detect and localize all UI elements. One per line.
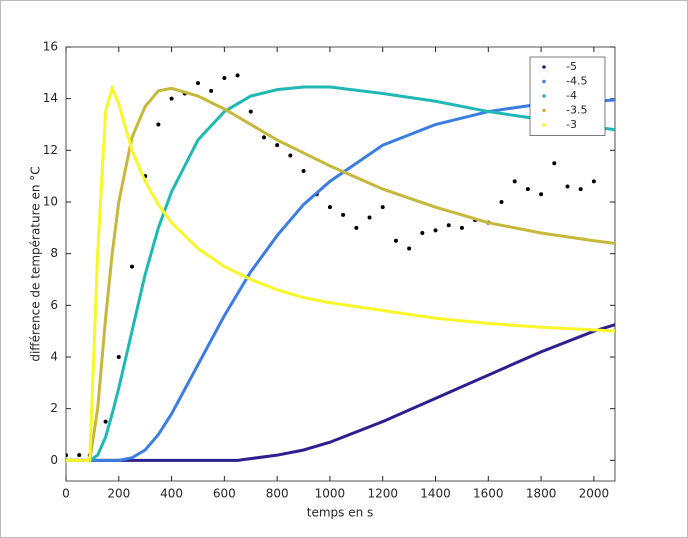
legend-label: -5 (566, 60, 577, 73)
data-point (169, 96, 174, 101)
legend-marker (542, 79, 546, 84)
legend: -5 -4.5-4 -3.5-3 (529, 56, 606, 136)
series-line (66, 323, 615, 462)
x-tick-label: 1200 (367, 487, 398, 501)
y-tick-label: 14 (43, 91, 58, 105)
data-point (77, 453, 82, 458)
plot-content (66, 73, 615, 462)
x-tick-label: 1400 (420, 487, 451, 501)
data-point (539, 192, 544, 197)
data-point (341, 212, 346, 217)
data-point (420, 231, 425, 235)
x-tick-label: 400 (160, 487, 183, 501)
data-point (66, 453, 68, 458)
data-point (499, 200, 504, 204)
y-tick-label: 16 (43, 40, 58, 54)
data-point (209, 88, 214, 93)
data-point (407, 246, 412, 251)
x-tick-label: 800 (266, 487, 289, 501)
data-point (195, 81, 200, 86)
legend-label: -3.5 (566, 104, 587, 117)
y-tick-label: 12 (43, 143, 58, 157)
legend-marker (542, 94, 546, 98)
data-point (129, 264, 134, 269)
legend-label: -4.5 (566, 75, 587, 88)
data-point (248, 109, 253, 114)
data-point (222, 76, 227, 80)
x-tick-label: 200 (107, 487, 130, 501)
y-tick-label: 4 (50, 350, 58, 364)
series-line (66, 83, 615, 462)
data-point (261, 135, 266, 140)
legend-marker (542, 123, 546, 127)
y-tick-label: 6 (50, 298, 58, 312)
x-tick-label: 0 (62, 487, 70, 501)
y-tick-label: 8 (50, 246, 58, 260)
x-tick-label: 600 (213, 487, 236, 501)
series-line (66, 98, 615, 462)
x-tick-label: 1600 (473, 487, 504, 501)
data-point (552, 161, 557, 166)
data-point (565, 184, 570, 189)
x-axis-label: temps en s (307, 506, 374, 520)
data-point (288, 153, 293, 158)
y-tick-label: 0 (50, 453, 58, 467)
series-line (66, 86, 615, 462)
data-point (156, 122, 161, 127)
series-line (66, 85, 615, 462)
data-point (116, 355, 121, 359)
data-point (433, 228, 438, 233)
data-point (578, 187, 583, 192)
data-point (235, 73, 240, 78)
data-point (103, 419, 108, 424)
y-axis-label: différence de température en °C (29, 166, 43, 361)
x-tick-label: 1800 (526, 487, 557, 501)
data-point (367, 215, 372, 220)
data-point (380, 205, 385, 210)
data-point (459, 225, 464, 230)
legend-label: -4 (566, 89, 577, 102)
y-tick-label: 2 (50, 401, 58, 415)
data-point (525, 187, 530, 192)
legend-marker (542, 108, 546, 113)
x-tick-label: 2000 (579, 487, 610, 501)
data-point (275, 143, 280, 148)
plot-area (65, 46, 616, 482)
legend-label: -3 (566, 118, 577, 131)
legend-marker (542, 65, 546, 69)
data-point (512, 179, 517, 184)
data-point (393, 238, 398, 243)
data-point (301, 169, 306, 173)
y-tick-label: 10 (43, 195, 58, 209)
data-point (591, 179, 596, 184)
data-point (354, 225, 359, 230)
data-point (446, 223, 451, 228)
data-point (327, 205, 332, 210)
x-tick-label: 1000 (315, 487, 346, 501)
